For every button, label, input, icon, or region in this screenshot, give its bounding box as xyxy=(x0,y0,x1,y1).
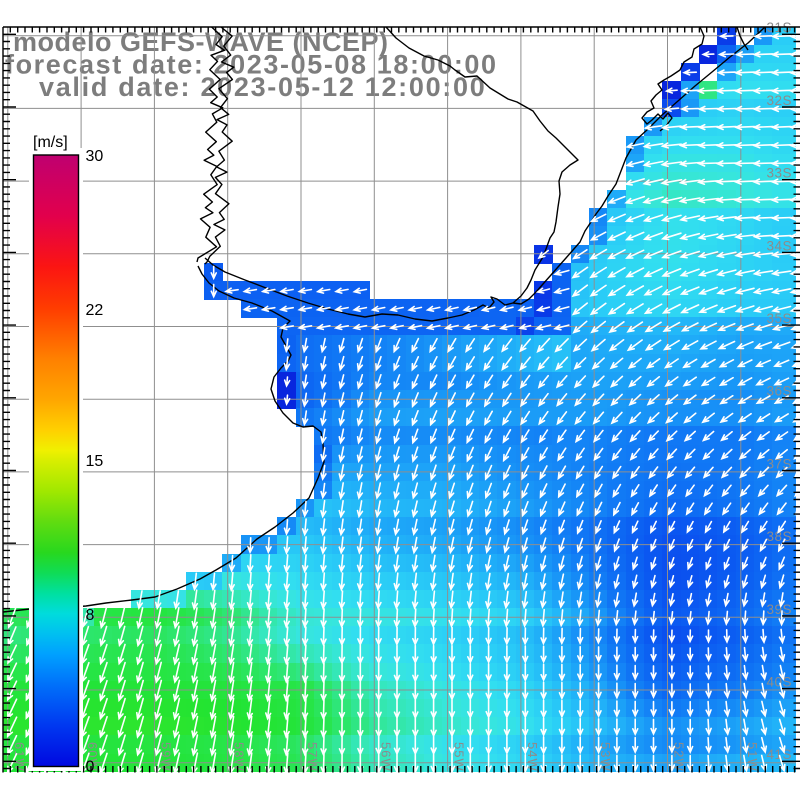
svg-text:41S: 41S xyxy=(766,747,792,762)
svg-text:32S: 32S xyxy=(766,93,792,108)
svg-text:35S: 35S xyxy=(766,311,792,326)
svg-text:0: 0 xyxy=(86,759,95,776)
svg-text:valid date: 2023-05-12 12:00:0: valid date: 2023-05-12 12:00:00 xyxy=(39,72,486,102)
svg-text:34S: 34S xyxy=(766,238,792,253)
svg-text:30: 30 xyxy=(86,148,104,165)
svg-text:8: 8 xyxy=(86,607,95,624)
svg-text:37S: 37S xyxy=(766,456,792,471)
svg-text:40S: 40S xyxy=(766,675,792,690)
svg-text:[m/s]: [m/s] xyxy=(33,134,68,151)
svg-text:39S: 39S xyxy=(766,602,792,617)
svg-text:22: 22 xyxy=(86,302,104,319)
svg-text:15: 15 xyxy=(86,453,104,470)
svg-text:33S: 33S xyxy=(766,166,792,181)
